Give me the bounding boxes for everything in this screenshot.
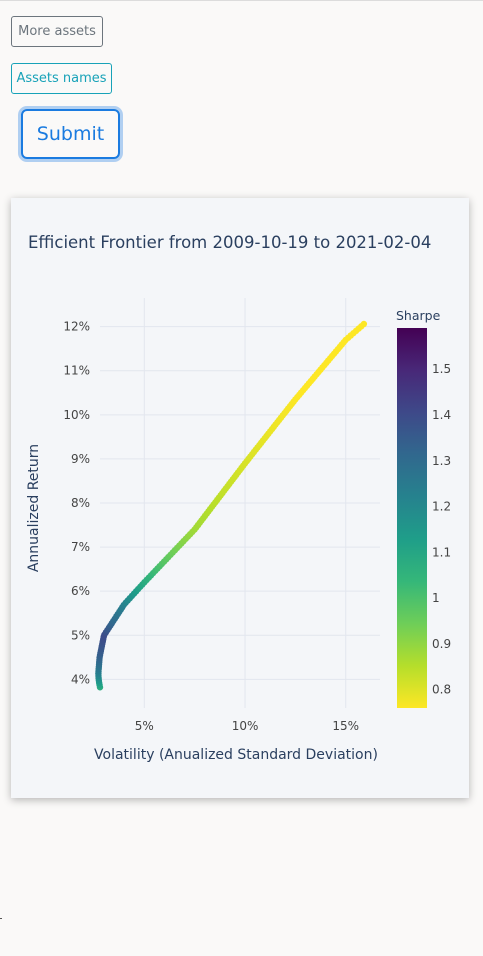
grid-lines (100, 298, 380, 708)
y-tick-label: 5% (71, 628, 90, 642)
y-tick-label: 7% (71, 540, 90, 554)
colorbar-tick-label: 1.5 (432, 362, 451, 376)
submit-button[interactable]: Submit (21, 109, 120, 159)
y-axis-label: Annualized Return (26, 444, 42, 572)
colorbar-tick-label: 1.4 (432, 408, 451, 422)
y-tick-label: 4% (71, 672, 90, 686)
y-tick-label: 12% (63, 320, 90, 334)
y-tick-label: 9% (71, 452, 90, 466)
colorbar (397, 328, 427, 708)
colorbar-tick-label: 1.3 (432, 454, 451, 468)
colorbar-tick-label: 0.9 (432, 637, 451, 651)
y-tick-label: 6% (71, 584, 90, 598)
y-tick-label: 10% (63, 408, 90, 422)
x-tick-label: 10% (232, 719, 259, 733)
y-tick-label: 8% (71, 496, 90, 510)
colorbar-tick-label: 1.2 (432, 500, 451, 514)
colorbar-title: Sharpe (396, 308, 441, 323)
frontier-point (360, 320, 368, 328)
efficient-frontier-chart[interactable]: Efficient Frontier from 2009-10-19 to 20… (11, 198, 469, 798)
colorbar-tick-label: 1 (432, 591, 440, 605)
frontier-points (95, 320, 368, 691)
stray-mark (0, 918, 2, 919)
chart-card: Efficient Frontier from 2009-10-19 to 20… (11, 198, 469, 798)
x-axis-ticks: 5% 10% 15% (135, 719, 359, 733)
colorbar-ticks: 1.5 1.4 1.3 1.2 1.1 1 0.9 0.8 (432, 362, 451, 696)
colorbar-tick-label: 1.1 (432, 545, 451, 559)
chart-title: Efficient Frontier from 2009-10-19 to 20… (28, 233, 431, 252)
more-assets-button[interactable]: More assets (11, 16, 103, 47)
colorbar-tick-label: 0.8 (432, 683, 451, 697)
top-divider (0, 0, 483, 1)
y-axis-ticks: 4% 5% 6% 7% 8% 9% 10% 11% 12% (63, 320, 90, 687)
assets-names-button[interactable]: Assets names (11, 63, 112, 94)
x-tick-label: 5% (135, 719, 154, 733)
x-axis-label: Volatility (Anualized Standard Deviation… (94, 747, 378, 763)
y-tick-label: 11% (63, 364, 90, 378)
x-tick-label: 15% (332, 719, 359, 733)
